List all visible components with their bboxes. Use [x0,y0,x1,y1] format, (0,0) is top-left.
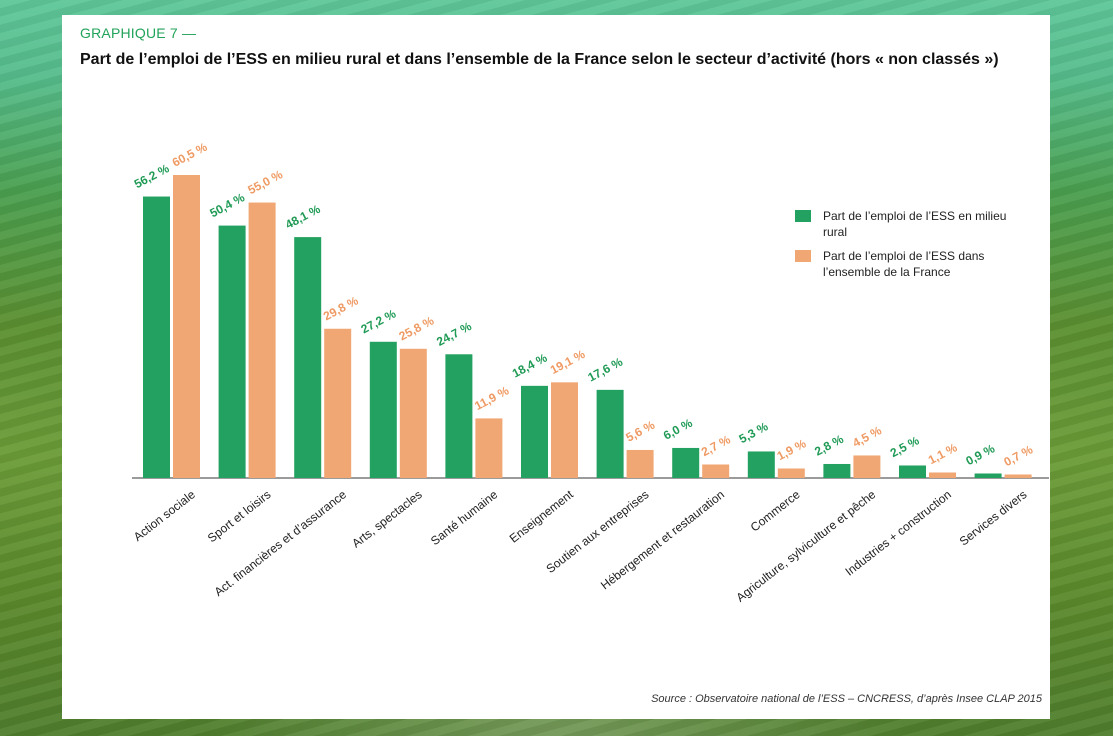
data-label-rural-8: 5,3 % [737,419,771,446]
chart-card: GRAPHIQUE 7 — Part de l’emploi de l’ESS … [62,15,1050,719]
data-label-rural-5: 18,4 % [510,350,550,380]
bar-france-10 [929,472,956,478]
data-label-rural-3: 27,2 % [359,306,399,336]
bar-rural-4 [445,354,473,478]
bar-france-3 [399,348,427,478]
data-label-rural-9: 2,8 % [812,432,846,459]
data-label-france-5: 19,1 % [548,347,588,377]
bar-france-2 [324,328,352,478]
x-tick-label-2: Act. financières et d’assurance [212,487,350,599]
bar-rural-2 [294,237,322,478]
x-tick-label-9: Agriculture, sylviculture et pêche [733,487,878,605]
chart-eyebrow: GRAPHIQUE 7 — [80,25,197,41]
bar-france-9 [853,455,881,478]
data-label-rural-11: 0,9 % [963,441,997,468]
bar-rural-11 [974,473,1002,478]
data-label-france-2: 29,8 % [321,293,361,323]
data-label-rural-4: 24,7 % [434,319,474,349]
bar-france-4 [475,418,503,478]
data-label-rural-0: 56,2 % [132,161,172,191]
bar-rural-8 [747,451,775,478]
data-label-france-10: 1,1 % [926,440,960,467]
x-tick-label-1: Sport et loisirs [205,487,274,545]
bar-rural-7 [672,447,700,478]
legend-item-rural: Part de l’emploi de l’ESS en milieu rura… [795,208,1035,240]
bar-rural-5 [521,385,548,478]
legend-label-france: Part de l’emploi de l’ESS dans l’ensembl… [823,249,985,279]
chart-title: Part de l’emploi de l’ESS en milieu rura… [80,51,999,68]
x-tick-label-5: Enseignement [507,487,577,546]
x-tick-label-11: Services divers [957,487,1030,548]
data-label-france-0: 60,5 % [170,140,210,170]
source-note: Source : Observatoire national de l’ESS … [651,693,1042,705]
bar-rural-1 [218,225,246,478]
legend-swatch-rural [795,210,811,222]
x-tick-label-8: Commerce [748,487,803,534]
data-label-rural-6: 17,6 % [585,354,625,384]
data-label-france-7: 2,7 % [699,432,733,459]
data-label-rural-1: 50,4 % [207,190,247,220]
data-label-france-6: 5,6 % [623,418,657,445]
data-label-rural-7: 6,0 % [661,416,695,443]
data-label-france-1: 55,0 % [245,167,285,197]
legend-item-france: Part de l’emploi de l’ESS dans l’ensembl… [795,248,1035,280]
data-label-rural-2: 48,1 % [283,202,323,232]
data-label-france-11: 0,7 % [1001,442,1035,469]
bar-france-6 [626,449,654,478]
x-tick-label-7: Hébergement et restauration [598,487,727,592]
bar-france-8 [777,468,805,478]
bar-rural-6 [596,389,624,478]
chart-svg: 56,2 %60,5 % Action sociale 50,4 %55,0 % Sp… [131,140,1049,605]
data-label-rural-10: 2,5 % [888,433,922,460]
bar-france-11 [1004,474,1032,478]
bar-france-0 [173,175,200,478]
bar-rural-3 [369,341,397,478]
x-tick-label-0: Action sociale [131,487,198,544]
data-label-france-3: 25,8 % [397,313,437,343]
bar-rural-9 [823,463,851,478]
x-tick-label-4: Santé humaine [428,487,500,548]
bar-rural-0 [143,196,170,479]
bar-france-5 [551,382,578,478]
data-label-france-4: 11,9 % [472,383,511,413]
x-tick-label-3: Arts, spectacles [349,487,424,550]
bar-france-7 [702,464,730,478]
bar-france-1 [248,202,276,478]
data-label-france-9: 4,5 % [850,423,884,450]
legend-swatch-france [795,250,811,262]
chart-legend: Part de l’emploi de l’ESS en milieu rura… [795,208,1035,288]
data-label-france-8: 1,9 % [775,436,809,463]
legend-label-rural: Part de l’emploi de l’ESS en milieu rura… [823,209,1007,239]
bar-rural-10 [899,465,926,478]
